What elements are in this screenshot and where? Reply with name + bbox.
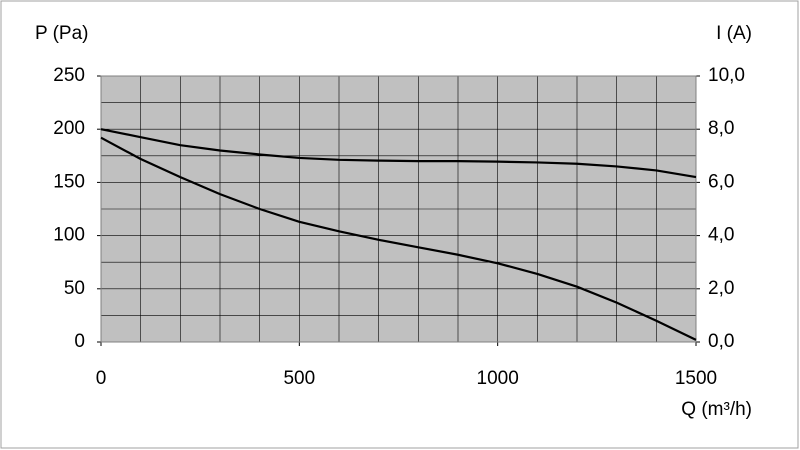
y2-tick-label: 10,0 — [708, 65, 745, 86]
series-line — [100, 136, 697, 341]
series-line — [100, 128, 697, 179]
y-tick-label: 200 — [53, 118, 85, 139]
y2-axis-label: I (A) — [716, 23, 752, 44]
x-tick-label: 1500 — [675, 368, 717, 389]
y2-tick-label: 2,0 — [708, 278, 734, 299]
x-tick-label: 500 — [283, 368, 315, 389]
y2-tick-label: 0,0 — [708, 331, 734, 352]
y2-tick-label: 8,0 — [708, 118, 734, 139]
plot-border — [100, 75, 697, 343]
y-axis-label: P (Pa) — [35, 23, 89, 44]
y2-tick-label: 6,0 — [708, 171, 734, 192]
y-tick-label: 250 — [53, 65, 85, 86]
x-tick-label: 1000 — [477, 368, 519, 389]
y-tick-label: 150 — [53, 171, 85, 192]
y-tick-label: 0 — [74, 331, 85, 352]
x-axis-label: Q (m³/h) — [681, 399, 752, 420]
y-tick-label: 100 — [53, 225, 85, 246]
y-tick-label: 50 — [64, 278, 85, 299]
x-tick-label: 0 — [96, 368, 107, 389]
y2-tick-label: 4,0 — [708, 225, 734, 246]
